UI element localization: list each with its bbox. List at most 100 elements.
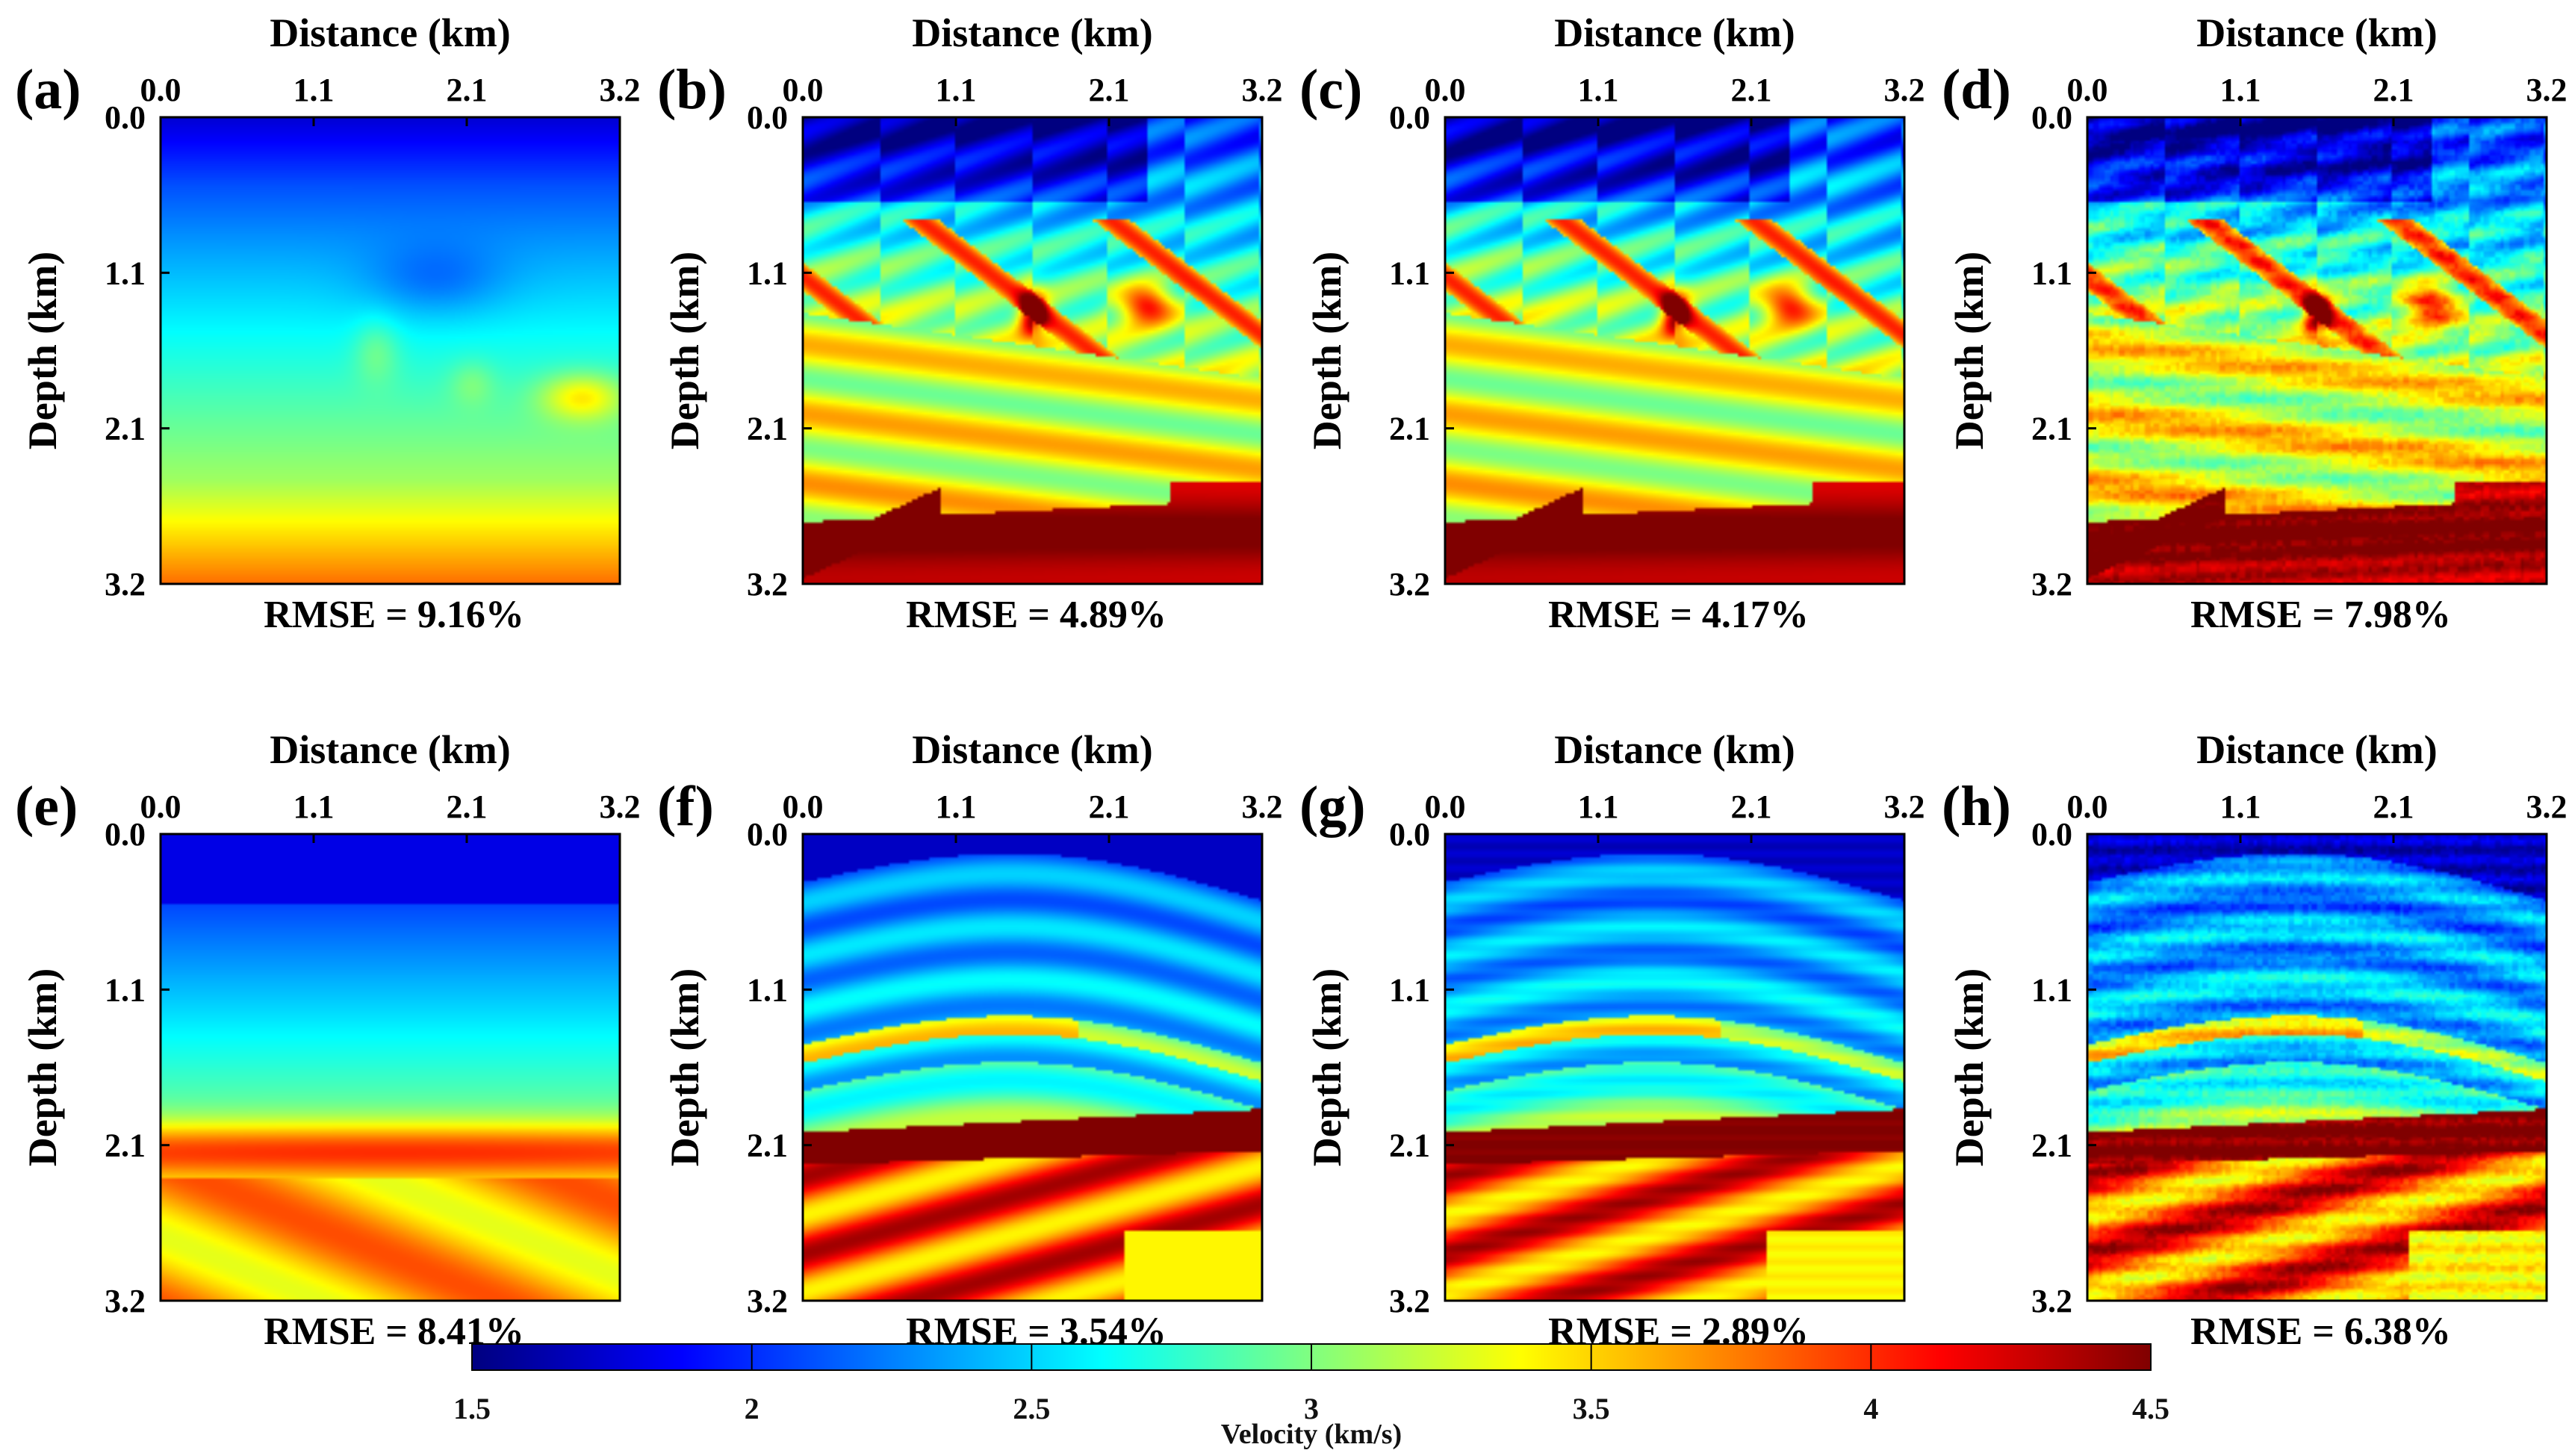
y-tick-label: 2.1 (1389, 1127, 1430, 1164)
y-tick-label: 3.2 (105, 1283, 146, 1319)
y-tick-label: 1.1 (105, 971, 146, 1008)
x-axis-label: Distance (km) (270, 727, 510, 772)
x-axis-label: Distance (km) (1554, 727, 1795, 772)
y-tick-label: 2.1 (1389, 411, 1430, 447)
y-tick-label: 1.1 (747, 971, 788, 1008)
y-tick-label: 0.0 (105, 99, 146, 136)
plot-frame (2086, 833, 2548, 1302)
x-tick-label: 0.0 (783, 72, 824, 108)
x-tick-label: 2.1 (1089, 72, 1130, 108)
x-tick-label: 2.1 (2373, 72, 2414, 108)
y-tick-label: 3.2 (1389, 1283, 1430, 1319)
plot-frame (1444, 833, 1906, 1302)
y-axis-label: Depth (km) (20, 252, 65, 450)
plot-frame (801, 833, 1264, 1302)
plot-frame (159, 833, 621, 1302)
x-tick-label: 2.1 (1731, 788, 1772, 825)
x-tick-label: 3.2 (2526, 788, 2568, 825)
y-axis-label: Depth (km) (1947, 252, 1992, 450)
x-axis-label: Distance (km) (270, 10, 510, 55)
y-tick-label: 3.2 (747, 566, 788, 603)
panel-c: Distance (km) 0.0 1.1 2.1 3.2 0.0 1.1 2.1 3.2 Dep… (1299, 10, 1925, 636)
colorbar-tick-label: 4 (1863, 1392, 1878, 1425)
rmse-annotation: RMSE = 7.98% (2190, 594, 2451, 636)
velocity-heatmap (161, 117, 620, 584)
colorbar-tick-label: 4.5 (2132, 1392, 2169, 1425)
x-tick-label: 0.0 (2067, 788, 2108, 825)
y-axis-label: Depth (km) (1305, 968, 1349, 1167)
x-axis-label: Distance (km) (912, 727, 1152, 772)
panel-letter: (g) (1299, 775, 1366, 838)
colorbar-tick-label: 2.5 (1013, 1392, 1050, 1425)
velocity-heatmap (803, 117, 1262, 584)
x-tick-label: 1.1 (293, 788, 335, 825)
colorbar-tick-label: 3 (1304, 1392, 1319, 1425)
x-tick-label: 2.1 (1089, 788, 1130, 825)
x-tick-label: 0.0 (2067, 72, 2108, 108)
y-axis-label: Depth (km) (20, 968, 65, 1167)
y-tick-label: 1.1 (747, 255, 788, 291)
panel-b: Distance (km) 0.0 1.1 2.1 3.2 0.0 1.1 2.1 3.2 Dep… (657, 10, 1283, 636)
plot-frame (801, 116, 1264, 585)
x-tick-label: 0.0 (1425, 788, 1466, 825)
x-tick-label: 3.2 (1242, 788, 1283, 825)
panel-f: Distance (km) 0.0 1.1 2.1 3.2 0.0 1.1 2.1 3.2 Dep… (657, 727, 1283, 1353)
rmse-annotation: RMSE = 9.16% (264, 594, 524, 636)
y-tick-label: 2.1 (105, 411, 146, 447)
y-tick-label: 0.0 (747, 99, 788, 136)
rmse-annotation: RMSE = 4.17% (1548, 594, 1809, 636)
x-tick-label: 1.1 (1578, 788, 1619, 825)
x-tick-label: 1.1 (293, 72, 335, 108)
y-tick-label: 2.1 (747, 1127, 788, 1164)
plot-frame (159, 116, 621, 585)
panel-letter: (f) (657, 775, 714, 838)
x-axis-label: Distance (km) (2196, 10, 2437, 55)
x-tick-label: 0.0 (140, 72, 181, 108)
y-tick-label: 1.1 (2031, 971, 2072, 1008)
x-tick-label: 2.1 (1731, 72, 1772, 108)
panel-d: Distance (km) 0.0 1.1 2.1 3.2 0.0 1.1 2.1 3.2 Dep… (1942, 10, 2568, 636)
colorbar: 1.5 2 2.5 3 3.5 4 4.5 Velocity (km/s) (453, 1343, 2169, 1450)
x-tick-label: 1.1 (936, 72, 977, 108)
y-tick-label: 0.0 (1389, 99, 1430, 136)
x-tick-label: 3.2 (1242, 72, 1283, 108)
y-tick-label: 0.0 (2031, 816, 2072, 853)
y-tick-label: 0.0 (2031, 99, 2072, 136)
x-tick-label: 2.1 (2373, 788, 2414, 825)
panel-letter: (h) (1942, 775, 2011, 838)
x-tick-label: 0.0 (1425, 72, 1466, 108)
y-tick-label: 3.2 (2031, 566, 2072, 603)
panel-g: Distance (km) 0.0 1.1 2.1 3.2 0.0 1.1 2.1 3.2 Dep… (1299, 727, 1925, 1353)
x-tick-label: 3.2 (600, 788, 641, 825)
y-tick-label: 3.2 (105, 566, 146, 603)
panels-group: Distance (km) 0.0 1.1 2.1 3.2 0.0 1.1 2.1 3.2 Dep… (15, 10, 2568, 1353)
y-tick-label: 0.0 (105, 816, 146, 853)
x-tick-label: 3.2 (1884, 72, 1925, 108)
x-tick-label: 2.1 (447, 72, 488, 108)
x-tick-label: 1.1 (1578, 72, 1619, 108)
y-tick-label: 3.2 (1389, 566, 1430, 603)
velocity-heatmap (2087, 117, 2547, 584)
y-axis-label: Depth (km) (1947, 968, 1992, 1167)
x-axis-label: Distance (km) (912, 10, 1152, 55)
velocity-heatmap (2087, 834, 2547, 1301)
x-tick-label: 1.1 (2220, 788, 2261, 825)
velocity-heatmap (1445, 834, 1904, 1301)
y-tick-label: 1.1 (1389, 971, 1430, 1008)
x-tick-label: 0.0 (783, 788, 824, 825)
panel-letter: (c) (1299, 58, 1362, 121)
y-axis-label: Depth (km) (662, 968, 707, 1167)
x-tick-label: 0.0 (140, 788, 181, 825)
panel-e: Distance (km) 0.0 1.1 2.1 3.2 0.0 1.1 2.1 3.2 Dep… (15, 727, 641, 1353)
colorbar-tick-label: 3.5 (1573, 1392, 1610, 1425)
y-tick-label: 3.2 (747, 1283, 788, 1319)
x-tick-label: 1.1 (936, 788, 977, 825)
velocity-heatmap (803, 834, 1262, 1301)
rmse-annotation: RMSE = 4.89% (906, 594, 1167, 636)
x-axis-label: Distance (km) (1554, 10, 1795, 55)
panel-letter: (a) (15, 58, 81, 121)
x-axis-label: Distance (km) (2196, 727, 2437, 772)
y-tick-label: 2.1 (2031, 411, 2072, 447)
y-tick-label: 2.1 (105, 1127, 146, 1164)
